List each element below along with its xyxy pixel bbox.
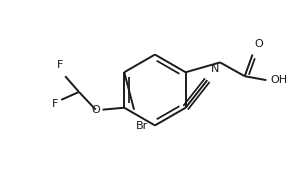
Text: F: F <box>57 60 63 70</box>
Text: O: O <box>255 39 263 49</box>
Text: Br: Br <box>136 122 148 132</box>
Text: O: O <box>91 105 100 115</box>
Text: OH: OH <box>270 75 288 85</box>
Text: N: N <box>211 64 220 74</box>
Text: F: F <box>52 99 58 109</box>
